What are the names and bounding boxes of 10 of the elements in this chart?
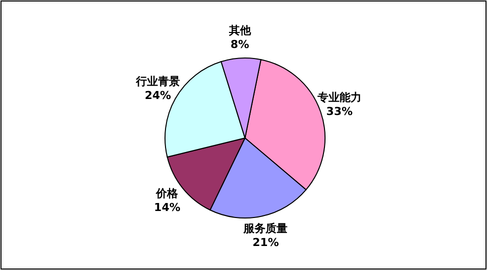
slice-label: 价格 [155,186,180,200]
data-label: 8% [230,38,250,52]
data-label: 24% [144,88,172,102]
slice-label: 行业青景 [134,74,180,88]
slice-label: 专业能力 [316,91,362,104]
slice-label: 服务质量 [242,222,288,235]
data-label: 33% [326,105,353,118]
slice-label: 其他 [228,24,252,38]
data-label: 21% [252,236,279,249]
data-label: 14% [154,200,180,214]
